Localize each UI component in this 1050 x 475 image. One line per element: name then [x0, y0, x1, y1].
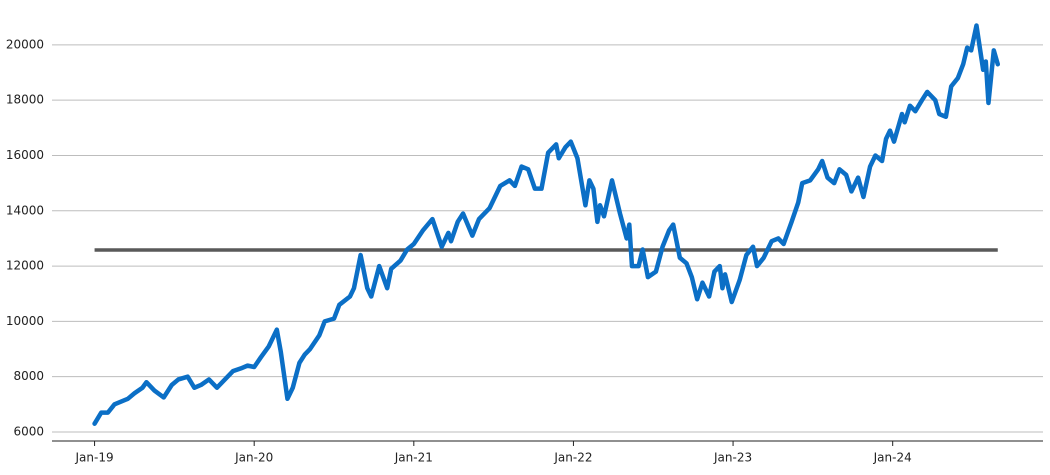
x-tick-label: Jan-21: [394, 451, 433, 465]
x-tick-label: Jan-20: [234, 451, 273, 465]
y-tick-label: 10000: [6, 314, 44, 328]
x-tick-label: Jan-19: [75, 451, 114, 465]
y-tick-label: 18000: [6, 93, 44, 107]
y-tick-label: 20000: [6, 37, 44, 51]
y-tick-label: 6000: [13, 424, 44, 438]
y-tick-label: 16000: [6, 148, 44, 162]
y-tick-label: 8000: [13, 369, 44, 383]
x-tick-label: Jan-23: [713, 451, 752, 465]
x-tick-label: Jan-24: [873, 451, 912, 465]
y-tick-label: 14000: [6, 203, 44, 217]
data-line: [92, 23, 1001, 426]
x-tick-label: Jan-22: [553, 451, 592, 465]
y-tick-label: 12000: [6, 259, 44, 273]
